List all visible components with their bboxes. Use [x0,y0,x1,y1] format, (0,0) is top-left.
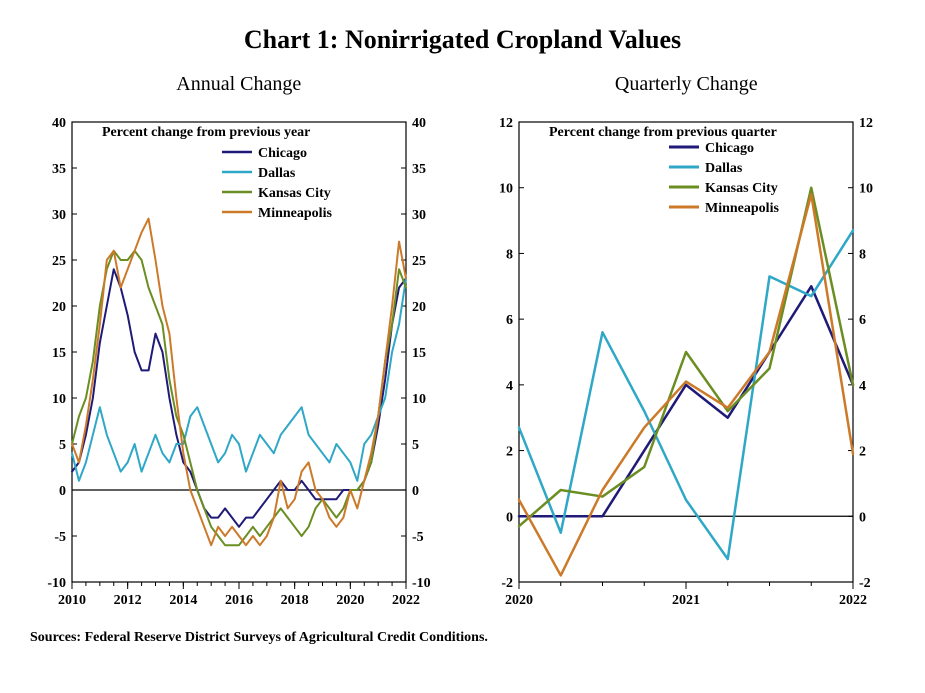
svg-text:8: 8 [859,247,866,262]
svg-text:25: 25 [412,254,426,269]
svg-text:2: 2 [506,445,513,460]
charts-row: Annual Change -10-10-5-50055101015152020… [20,65,905,622]
svg-text:20: 20 [52,300,66,315]
svg-text:Percent change from previous q: Percent change from previous quarter [549,125,777,140]
sources-text: Sources: Federal Reserve District Survey… [30,630,488,645]
svg-text:0: 0 [506,510,513,525]
svg-text:Kansas City: Kansas City [258,186,331,201]
svg-text:Dallas: Dallas [258,166,296,181]
quarterly-subtitle: Quarterly Change [615,73,758,96]
svg-text:-5: -5 [54,530,66,545]
svg-text:Percent change from previous y: Percent change from previous year [102,125,310,140]
svg-text:Dallas: Dallas [705,161,743,176]
svg-text:Minneapolis: Minneapolis [705,201,779,216]
svg-text:-2: -2 [859,576,871,591]
svg-text:25: 25 [52,254,66,269]
annual-chart-svg: -10-10-5-5005510101515202025253030353540… [24,102,454,622]
svg-text:6: 6 [859,313,866,328]
svg-text:Chicago: Chicago [258,146,307,161]
svg-text:4: 4 [506,379,513,394]
svg-text:40: 40 [412,116,426,131]
svg-text:Kansas City: Kansas City [705,181,778,196]
svg-text:2022: 2022 [839,593,867,608]
svg-text:-5: -5 [412,530,424,545]
svg-text:Chicago: Chicago [705,141,754,156]
svg-text:0: 0 [59,484,66,499]
svg-text:4: 4 [859,379,866,394]
quarterly-chart-svg: -2 -2 0 0 2 2 4 4 6 6 8 8 10 10 12 12 2020 2021 2022 Percen… [471,102,901,622]
chart-main-title: Chart 1: Nonirrigated Cropland Values [20,25,905,55]
svg-text:2010: 2010 [58,593,86,608]
svg-text:12: 12 [499,116,513,131]
svg-text:-10: -10 [47,576,66,591]
svg-text:10: 10 [52,392,66,407]
svg-text:2020: 2020 [505,593,533,608]
svg-text:15: 15 [52,346,66,361]
annual-subtitle: Annual Change [176,73,301,96]
svg-text:30: 30 [52,208,66,223]
annual-chart-wrap: Annual Change -10-10-5-50055101015152020… [20,65,458,622]
svg-text:2012: 2012 [113,593,141,608]
svg-text:-10: -10 [412,576,431,591]
svg-text:30: 30 [412,208,426,223]
svg-text:15: 15 [412,346,426,361]
svg-text:10: 10 [499,182,513,197]
svg-text:2016: 2016 [225,593,253,608]
svg-text:2: 2 [859,445,866,460]
svg-text:2014: 2014 [169,593,197,608]
svg-text:2020: 2020 [336,593,364,608]
svg-text:8: 8 [506,247,513,262]
svg-text:5: 5 [59,438,66,453]
svg-text:20: 20 [412,300,426,315]
svg-text:Minneapolis: Minneapolis [258,206,332,221]
svg-text:2018: 2018 [280,593,308,608]
svg-text:-2: -2 [502,576,514,591]
svg-text:2022: 2022 [392,593,420,608]
sources-line: Sources: Federal Reserve District Survey… [20,630,905,646]
svg-text:0: 0 [859,510,866,525]
svg-text:5: 5 [412,438,419,453]
svg-text:35: 35 [52,162,66,177]
svg-text:10: 10 [859,182,873,197]
svg-text:12: 12 [859,116,873,131]
svg-text:35: 35 [412,162,426,177]
svg-text:10: 10 [412,392,426,407]
svg-text:2021: 2021 [672,593,700,608]
quarterly-chart-wrap: Quarterly Change -2 -2 0 0 2 2 4 4 6 6 8 8 10 10 12 12 2… [468,65,906,622]
svg-text:6: 6 [506,313,513,328]
svg-text:0: 0 [412,484,419,499]
svg-text:40: 40 [52,116,66,131]
